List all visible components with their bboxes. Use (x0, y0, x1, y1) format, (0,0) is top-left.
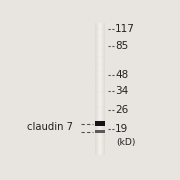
Bar (95, 130, 105, 133)
Text: 19: 19 (115, 124, 129, 134)
Text: 26: 26 (115, 105, 129, 115)
Bar (95, 23, 96, 155)
Bar (102, 23, 103, 155)
Bar (104, 23, 105, 155)
Text: 85: 85 (115, 41, 129, 51)
Text: claudin 7: claudin 7 (27, 122, 73, 132)
Bar (101, 23, 102, 155)
Bar (100, 23, 101, 155)
Text: 48: 48 (115, 70, 129, 80)
Text: 117: 117 (115, 24, 135, 34)
Bar (103, 23, 104, 155)
Text: (kD): (kD) (116, 138, 135, 147)
Bar (96, 23, 97, 155)
Text: 34: 34 (115, 86, 129, 96)
Bar (99, 23, 100, 155)
Bar (95, 121, 105, 126)
Bar (98, 23, 99, 155)
Bar (103, 23, 104, 155)
Bar (97, 23, 98, 155)
